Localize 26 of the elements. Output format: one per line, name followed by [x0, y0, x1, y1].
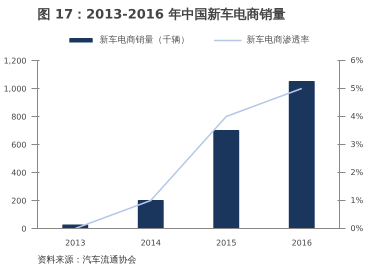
bar: [288, 81, 315, 228]
bar: [138, 200, 164, 228]
x-tick-label: 2016: [292, 238, 312, 248]
text: 资料来源：汽车流通协会: [38, 254, 136, 266]
y2-tick-label: 4%: [350, 112, 364, 121]
y-tick-label: 0: [21, 224, 27, 234]
x-tick-label: 2014: [140, 238, 161, 248]
bar: [213, 130, 240, 228]
y-tick-label: 200: [11, 196, 27, 206]
x-tick-label: 2015: [216, 238, 236, 248]
y2-tick-label: 3%: [350, 140, 364, 149]
y-tick-label: 1,200: [4, 56, 27, 66]
y2-tick-label: 5%: [350, 84, 364, 93]
y2-tick-label: 1%: [350, 196, 364, 205]
y2-tick-label: 2%: [350, 168, 364, 177]
line-series: [74, 88, 302, 228]
y-tick-label: 1,000: [4, 84, 27, 94]
chart-title: 图 17：2013-2016 年中国新车电商销量: [38, 6, 286, 22]
legend-label: 新车电商渗透率: [246, 34, 310, 46]
legend-label: 新车电商销量（千辆）: [100, 34, 190, 46]
y-tick-label: 400: [11, 168, 27, 178]
y-tick-label: 800: [11, 112, 27, 122]
y-tick-label: 600: [11, 140, 27, 150]
x-tick-label: 2013: [65, 238, 86, 248]
y2-tick-label: 0%: [350, 224, 364, 233]
y2-tick-label: 6%: [350, 56, 364, 65]
